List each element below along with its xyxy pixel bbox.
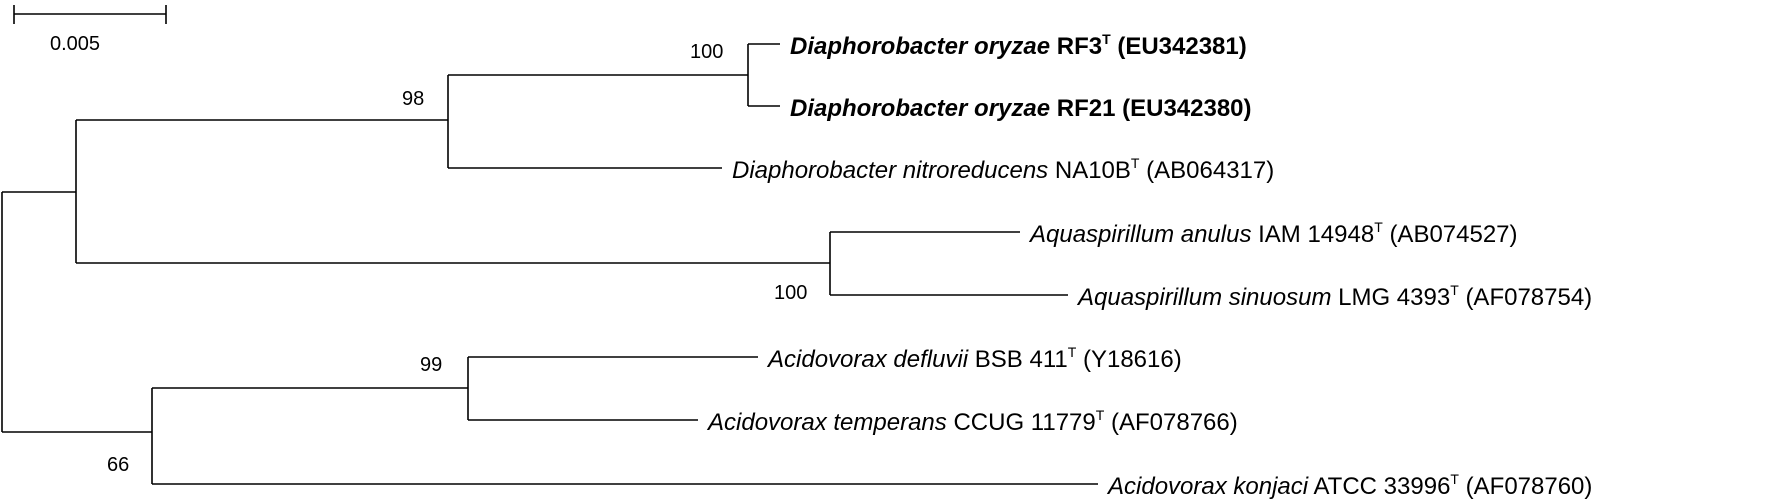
species-name: Diaphorobacter oryzae bbox=[790, 33, 1051, 60]
type-strain-mark: T bbox=[1067, 344, 1077, 360]
strain-name: NA10B bbox=[1054, 157, 1131, 184]
species-name: Aquaspirillum sinuosum bbox=[1078, 284, 1332, 311]
taxon-label: Acidovorax konjaci ATCC 33996T (AF078760… bbox=[1108, 472, 1592, 499]
accession-number: (AB074527) bbox=[1389, 221, 1518, 248]
taxon-label: Acidovorax temperans CCUG 11779T (AF0787… bbox=[708, 408, 1238, 435]
strain-name: CCUG 11779 bbox=[953, 409, 1096, 436]
type-strain-mark: T bbox=[1450, 471, 1459, 487]
taxon-label: Diaphorobacter oryzae RF3T (EU342381) bbox=[790, 32, 1247, 59]
species-name: Acidovorax defluvii bbox=[768, 346, 969, 373]
species-name: Acidovorax temperans bbox=[708, 409, 947, 436]
species-name: Acidovorax konjaci bbox=[1108, 473, 1309, 500]
strain-name: LMG 4393 bbox=[1338, 284, 1451, 311]
scale-bar-label: 0.005 bbox=[50, 33, 101, 55]
accession-number: (Y18616) bbox=[1082, 346, 1182, 373]
accession-number: (EU342380) bbox=[1122, 95, 1252, 122]
strain-name: RF21 bbox=[1056, 95, 1116, 122]
accession-number: (EU342381) bbox=[1117, 33, 1247, 60]
species-name: Diaphorobacter oryzae bbox=[790, 95, 1051, 122]
taxon-label: Diaphorobacter oryzae RF21 (EU342380) bbox=[790, 94, 1252, 121]
type-strain-mark: T bbox=[1130, 155, 1140, 171]
strain-name: BSB 411 bbox=[974, 346, 1068, 373]
bootstrap-value: 98 bbox=[402, 88, 425, 110]
type-strain-mark: T bbox=[1102, 31, 1111, 47]
bootstrap-value: 99 bbox=[420, 354, 443, 376]
taxon-label: Acidovorax defluvii BSB 411T (Y18616) bbox=[768, 345, 1182, 372]
strain-name: IAM 14948 bbox=[1258, 221, 1375, 248]
taxon-label: Aquaspirillum sinuosum LMG 4393T (AF0787… bbox=[1078, 283, 1592, 310]
accession-number: (AF078760) bbox=[1465, 473, 1593, 500]
type-strain-mark: T bbox=[1374, 219, 1383, 235]
bootstrap-value: 100 bbox=[774, 282, 808, 304]
species-name: Aquaspirillum anulus bbox=[1030, 221, 1252, 248]
type-strain-mark: T bbox=[1095, 407, 1105, 423]
accession-number: (AF078766) bbox=[1110, 409, 1238, 436]
taxon-label: Diaphorobacter nitroreducens NA10BT (AB0… bbox=[732, 156, 1274, 183]
accession-number: (AF078754) bbox=[1465, 284, 1593, 311]
accession-number: (AB064317) bbox=[1146, 157, 1275, 184]
strain-name: ATCC 33996 bbox=[1313, 473, 1451, 500]
bootstrap-value: 66 bbox=[107, 454, 130, 476]
strain-name: RF3 bbox=[1056, 33, 1103, 60]
bootstrap-value: 100 bbox=[690, 41, 724, 63]
taxon-label: Aquaspirillum anulus IAM 14948T (AB07452… bbox=[1030, 220, 1518, 247]
type-strain-mark: T bbox=[1450, 282, 1459, 298]
species-name: Diaphorobacter nitroreducens bbox=[732, 157, 1049, 184]
